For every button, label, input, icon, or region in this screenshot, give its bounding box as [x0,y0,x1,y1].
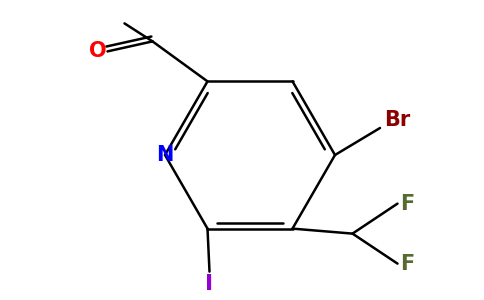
Text: O: O [89,41,106,62]
Text: I: I [205,274,213,294]
Text: F: F [400,254,415,274]
Text: Br: Br [384,110,410,130]
Text: N: N [156,145,174,165]
Text: F: F [400,194,415,214]
